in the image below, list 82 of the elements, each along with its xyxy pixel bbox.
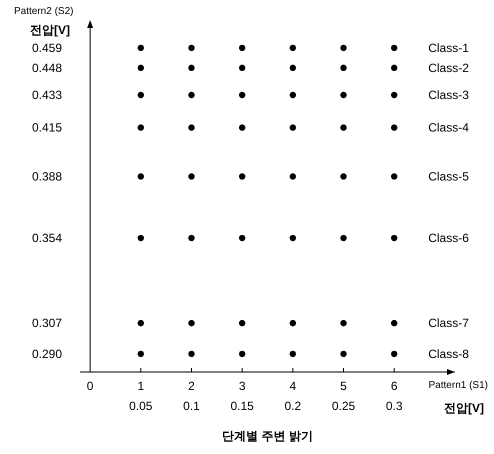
x-tick-label: 3 xyxy=(238,379,246,393)
point xyxy=(238,92,246,98)
x2-tick-label: 0.1 xyxy=(183,399,200,413)
point xyxy=(188,173,195,180)
point xyxy=(390,124,398,131)
x2-tick-label: 0.25 xyxy=(332,399,356,413)
point xyxy=(340,64,347,72)
y-tick-label: 0.415 xyxy=(32,120,62,135)
x-axis-title: 단계별 주변 밝기 xyxy=(222,429,313,443)
point xyxy=(238,320,246,326)
point xyxy=(390,350,398,358)
point xyxy=(340,173,347,180)
point xyxy=(238,234,246,242)
point xyxy=(188,64,195,72)
text: Class-4 xyxy=(428,120,470,135)
text: Pattern1 (S1) xyxy=(428,380,488,391)
point xyxy=(188,234,195,242)
x2-axis-title: 전압[V] xyxy=(444,401,484,415)
y-tick-label: 0.354 xyxy=(32,231,62,246)
y-tick-label: 0.448 xyxy=(32,60,62,75)
point xyxy=(138,320,144,326)
point xyxy=(290,320,296,326)
point xyxy=(188,124,195,131)
point xyxy=(188,92,195,98)
text: Pattern2 (S2) xyxy=(14,6,74,17)
y-tick-label: 0.388 xyxy=(32,169,62,184)
text: Class-1 xyxy=(428,40,470,55)
point xyxy=(138,92,144,98)
point xyxy=(188,320,195,326)
text: Class-7 xyxy=(428,316,470,330)
text: Class-2 xyxy=(428,60,470,75)
point xyxy=(238,124,246,131)
point xyxy=(390,234,398,242)
point xyxy=(290,173,296,180)
x2-tick-label: 0.3 xyxy=(386,399,403,413)
x-tick-label: 4 xyxy=(289,379,296,393)
x2-tick-label: 0.05 xyxy=(129,399,153,413)
point xyxy=(188,44,195,52)
y-tick-label: 0.307 xyxy=(32,316,62,330)
point xyxy=(340,234,347,242)
point xyxy=(340,92,347,98)
x-tick-label: 2 xyxy=(188,379,196,393)
point xyxy=(238,44,246,52)
point xyxy=(390,320,398,326)
point xyxy=(340,124,347,131)
x2-tick-label: 0.15 xyxy=(230,399,254,413)
y-tick-label: 0.290 xyxy=(32,346,62,361)
y-tick-label: 0.433 xyxy=(32,88,62,102)
point xyxy=(290,64,296,72)
point xyxy=(290,44,296,52)
point xyxy=(390,44,398,52)
text: Class-5 xyxy=(428,169,470,184)
point xyxy=(390,64,398,72)
point xyxy=(138,124,144,131)
text: Class-6 xyxy=(428,231,470,246)
point xyxy=(238,64,246,72)
point xyxy=(340,44,347,52)
point xyxy=(138,234,144,242)
x-tick-label: 5 xyxy=(340,379,348,393)
point xyxy=(238,173,246,180)
point xyxy=(290,92,296,98)
point xyxy=(138,64,144,72)
text: Class-8 xyxy=(428,346,470,361)
point xyxy=(290,234,296,242)
point xyxy=(390,173,398,180)
x-tick-label: 1 xyxy=(137,379,144,393)
point xyxy=(290,350,296,358)
point xyxy=(138,350,144,358)
point xyxy=(390,92,398,98)
point xyxy=(340,350,347,358)
point xyxy=(138,173,144,180)
text: Class-3 xyxy=(428,88,470,102)
y-tick-label: 0.459 xyxy=(32,40,62,55)
point xyxy=(188,350,195,358)
x-tick-label: 0 xyxy=(86,379,94,393)
point xyxy=(340,320,347,326)
y-axis-title: 전압[V] xyxy=(30,23,70,37)
x2-tick-label: 0.2 xyxy=(284,399,302,413)
point xyxy=(290,124,296,131)
point xyxy=(238,350,246,358)
point xyxy=(138,44,144,52)
x-tick-label: 6 xyxy=(390,379,398,393)
